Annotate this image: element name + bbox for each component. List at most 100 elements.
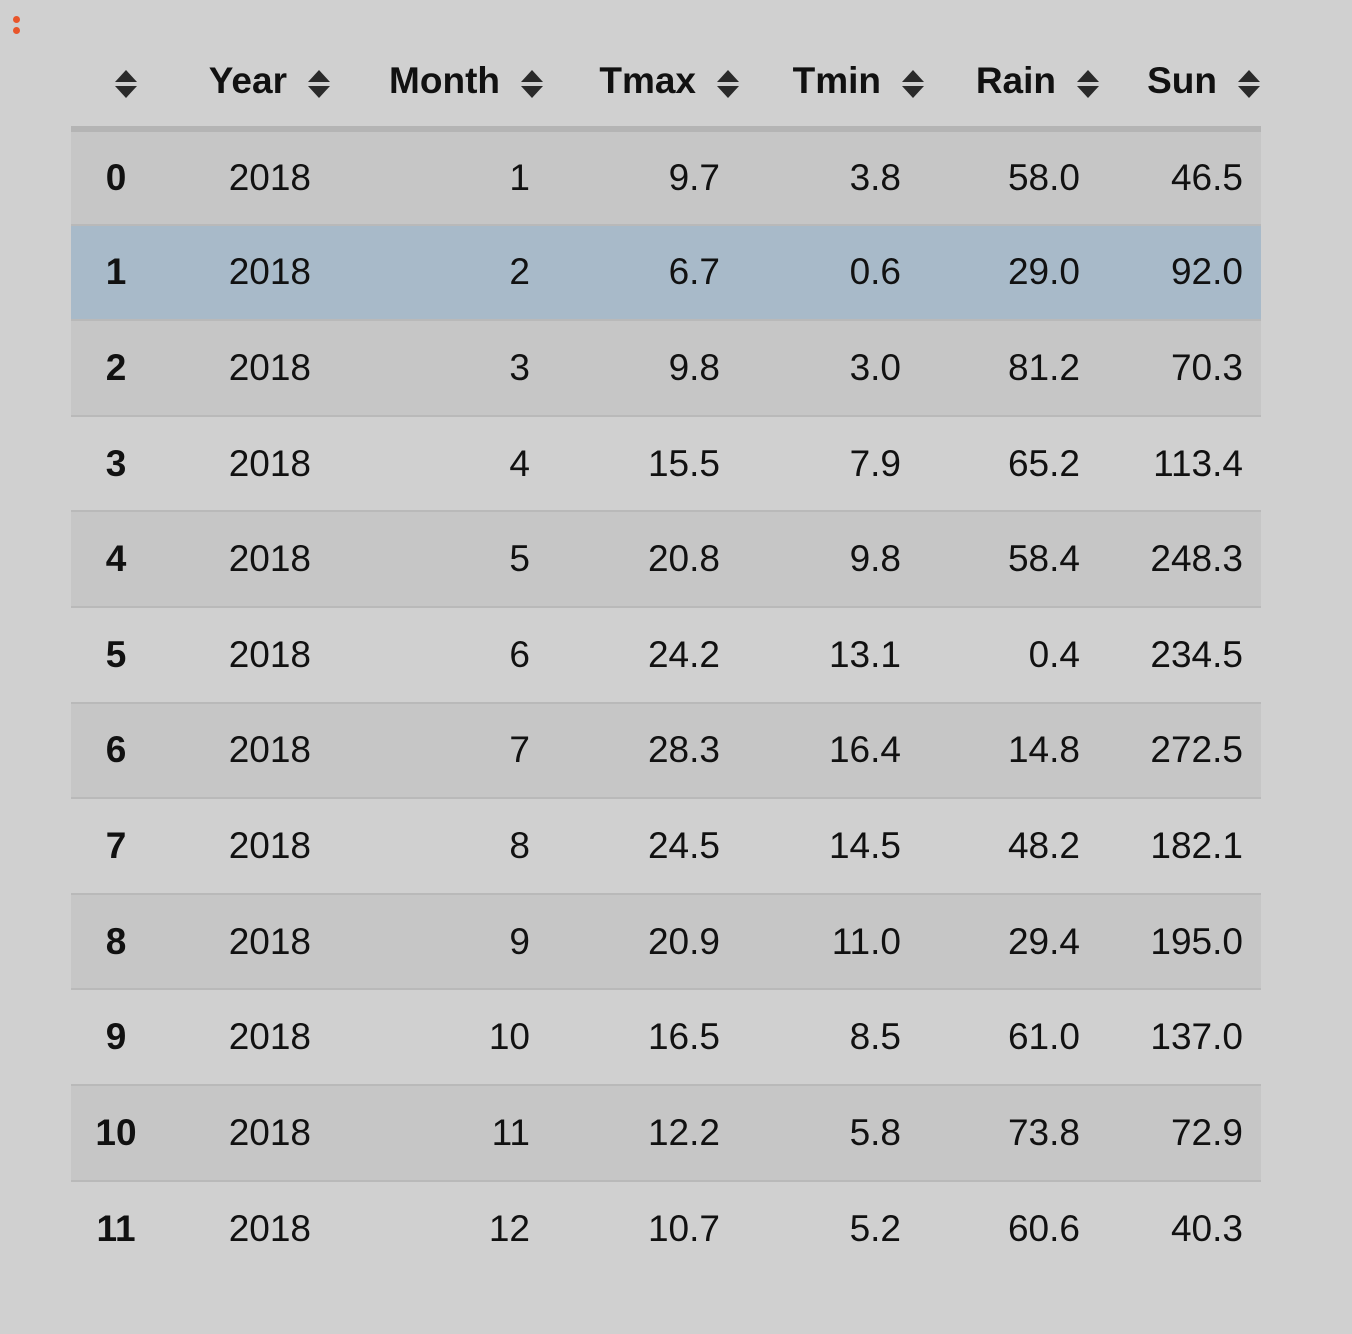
cell-month: 4: [331, 415, 544, 513]
table-row[interactable]: 2 2018 3 9.8 3.0 81.2 70.3: [71, 320, 1261, 417]
table-row[interactable]: 4 2018 5 20.8 9.8 58.4 248.3: [71, 511, 1261, 608]
sort-icon[interactable]: [1237, 66, 1261, 99]
cell-tmin: 3.8: [740, 129, 925, 226]
cell-rain: 73.8: [925, 1084, 1100, 1182]
row-index-cell: 11: [71, 1180, 181, 1277]
cell-month: 2: [331, 224, 544, 322]
cell-tmin: 11.0: [740, 893, 925, 991]
cell-tmax: 9.7: [544, 129, 740, 226]
cell-tmin: 8.5: [740, 989, 925, 1086]
column-header-tmax[interactable]: Tmax: [544, 34, 740, 132]
table-row[interactable]: 3 2018 4 15.5 7.9 65.2 113.4: [71, 415, 1261, 513]
cell-rain: 29.4: [925, 893, 1100, 991]
cell-year: 2018: [181, 511, 331, 608]
cell-tmin: 5.8: [740, 1084, 925, 1182]
table-row[interactable]: 6 2018 7 28.3 16.4 14.8 272.5: [71, 702, 1261, 800]
row-index-cell: 0: [71, 129, 181, 226]
table-row[interactable]: 8 2018 9 20.9 11.0 29.4 195.0: [71, 893, 1261, 991]
column-header-sun[interactable]: Sun: [1100, 34, 1261, 132]
cell-tmin: 13.1: [740, 606, 925, 704]
column-header-index[interactable]: [71, 34, 181, 132]
sort-icon[interactable]: [1076, 66, 1100, 99]
cell-month: 1: [331, 129, 544, 226]
cell-rain: 0.4: [925, 606, 1100, 704]
table-row[interactable]: 5 2018 6 24.2 13.1 0.4 234.5: [71, 606, 1261, 704]
cell-tmin: 5.2: [740, 1180, 925, 1277]
cell-month: 8: [331, 798, 544, 895]
sort-icon[interactable]: [901, 66, 925, 99]
row-index-cell: 8: [71, 893, 181, 991]
cell-sun: 272.5: [1100, 702, 1261, 800]
row-index-cell: 3: [71, 415, 181, 513]
cell-rain: 29.0: [925, 224, 1100, 322]
column-header-rain[interactable]: Rain: [925, 34, 1100, 132]
cell-rain: 60.6: [925, 1180, 1100, 1277]
table-row[interactable]: 9 2018 10 16.5 8.5 61.0 137.0: [71, 989, 1261, 1086]
cell-year: 2018: [181, 1084, 331, 1182]
sort-icon[interactable]: [307, 66, 331, 99]
cell-rain: 14.8: [925, 702, 1100, 800]
cell-tmax: 9.8: [544, 320, 740, 417]
column-header-month[interactable]: Month: [331, 34, 544, 132]
cell-tmax: 24.2: [544, 606, 740, 704]
cell-sun: 248.3: [1100, 511, 1261, 608]
cell-year: 2018: [181, 606, 331, 704]
cell-year: 2018: [181, 129, 331, 226]
cell-tmax: 10.7: [544, 1180, 740, 1277]
cell-tmax: 16.5: [544, 989, 740, 1086]
row-index-cell: 7: [71, 798, 181, 895]
cell-tmin: 16.4: [740, 702, 925, 800]
cell-rain: 58.0: [925, 129, 1100, 226]
table-row[interactable]: 10 2018 11 12.2 5.8 73.8 72.9: [71, 1084, 1261, 1182]
cell-tmin: 9.8: [740, 511, 925, 608]
cell-sun: 70.3: [1100, 320, 1261, 417]
cell-sun: 92.0: [1100, 224, 1261, 322]
cell-year: 2018: [181, 702, 331, 800]
column-header-label: Rain: [975, 60, 1056, 102]
sort-icon[interactable]: [716, 66, 740, 99]
cell-year: 2018: [181, 1180, 331, 1277]
row-index-cell: 4: [71, 511, 181, 608]
table-row[interactable]: 11 2018 12 10.7 5.2 60.6 40.3: [71, 1180, 1261, 1277]
column-header-label: Month: [389, 60, 500, 102]
cell-sun: 234.5: [1100, 606, 1261, 704]
cell-month: 6: [331, 606, 544, 704]
cell-month: 3: [331, 320, 544, 417]
cell-rain: 61.0: [925, 989, 1100, 1086]
cell-tmax: 20.8: [544, 511, 740, 608]
column-header-label: Year: [208, 60, 287, 102]
cell-tmax: 28.3: [544, 702, 740, 800]
table-row[interactable]: 7 2018 8 24.5 14.5 48.2 182.1: [71, 798, 1261, 895]
cell-sun: 113.4: [1100, 415, 1261, 513]
cell-month: 11: [331, 1084, 544, 1182]
cell-year: 2018: [181, 224, 331, 322]
sort-icon[interactable]: [114, 66, 138, 99]
table-row[interactable]: 0 2018 1 9.7 3.8 58.0 46.5: [71, 129, 1261, 226]
cell-tmin: 0.6: [740, 224, 925, 322]
row-index-cell: 2: [71, 320, 181, 417]
cell-rain: 58.4: [925, 511, 1100, 608]
dataframe-table-container: Year Month Tmax Tmin Rain Sun 0 2018 1 9.7 3.8 58.…: [71, 34, 1261, 1277]
column-header-year[interactable]: Year: [181, 34, 331, 132]
cell-year: 2018: [181, 893, 331, 991]
table-row[interactable]: 1 2018 2 6.7 0.6 29.0 92.0: [71, 224, 1261, 322]
cell-tmax: 20.9: [544, 893, 740, 991]
cell-month: 5: [331, 511, 544, 608]
cell-sun: 137.0: [1100, 989, 1261, 1086]
cell-tmax: 24.5: [544, 798, 740, 895]
cell-month: 9: [331, 893, 544, 991]
row-index-cell: 6: [71, 702, 181, 800]
cell-month: 12: [331, 1180, 544, 1277]
cell-sun: 40.3: [1100, 1180, 1261, 1277]
column-header-tmin[interactable]: Tmin: [740, 34, 925, 132]
table-header: Year Month Tmax Tmin Rain Sun: [71, 34, 1261, 132]
cell-tmin: 7.9: [740, 415, 925, 513]
cell-year: 2018: [181, 320, 331, 417]
cell-sun: 195.0: [1100, 893, 1261, 991]
sort-icon[interactable]: [520, 66, 544, 99]
column-header-label: Tmin: [792, 60, 881, 102]
cell-tmax: 6.7: [544, 224, 740, 322]
cell-year: 2018: [181, 415, 331, 513]
cell-options-icon[interactable]: [10, 16, 22, 40]
table-body: 0 2018 1 9.7 3.8 58.0 46.5 1 2018 2 6.7 0.6 29.0 92.0…: [71, 129, 1261, 1277]
